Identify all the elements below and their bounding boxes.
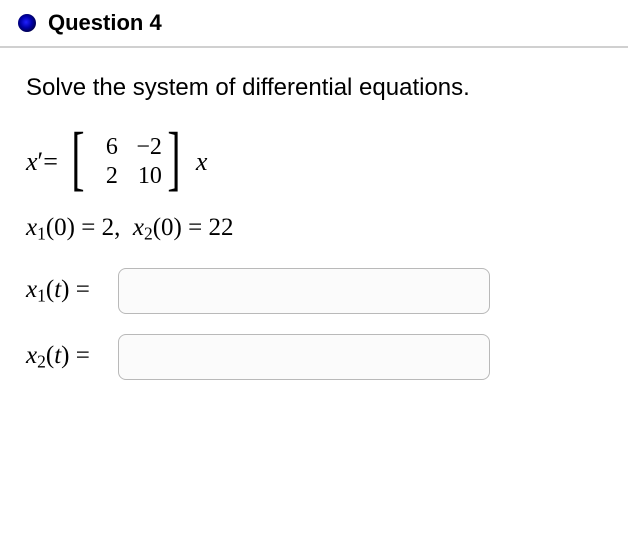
equation-trail: x: [196, 147, 208, 177]
matrix-cell: 6: [90, 134, 118, 161]
initial-conditions: x1(0) = 2, x2(0) = 22: [26, 214, 602, 244]
right-bracket-icon: ]: [167, 128, 180, 196]
answer-label-x1: x1(t) =: [26, 276, 118, 306]
matrix: [ 6 −2 2 10 ]: [66, 128, 186, 196]
matrix-cell: 2: [90, 163, 118, 190]
question-header: Question 4: [0, 0, 628, 48]
answer-row-x2: x2(t) =: [26, 334, 602, 380]
equation-lhs: x′=: [26, 147, 58, 177]
left-bracket-icon: [: [71, 128, 84, 196]
prompt-text: Solve the system of differential equatio…: [26, 74, 602, 102]
question-content: Solve the system of differential equatio…: [0, 48, 628, 420]
answer-row-x1: x1(t) =: [26, 268, 602, 314]
question-bullet-icon: [18, 14, 36, 32]
answer-input-x1[interactable]: [118, 268, 490, 314]
matrix-grid: 6 −2 2 10: [90, 128, 162, 196]
answer-label-x2: x2(t) =: [26, 342, 118, 372]
answer-input-x2[interactable]: [118, 334, 490, 380]
matrix-cell: −2: [134, 134, 162, 161]
matrix-cell: 10: [134, 163, 162, 190]
system-equation: x′= [ 6 −2 2 10 ] x: [26, 128, 602, 196]
question-title: Question 4: [48, 10, 162, 36]
